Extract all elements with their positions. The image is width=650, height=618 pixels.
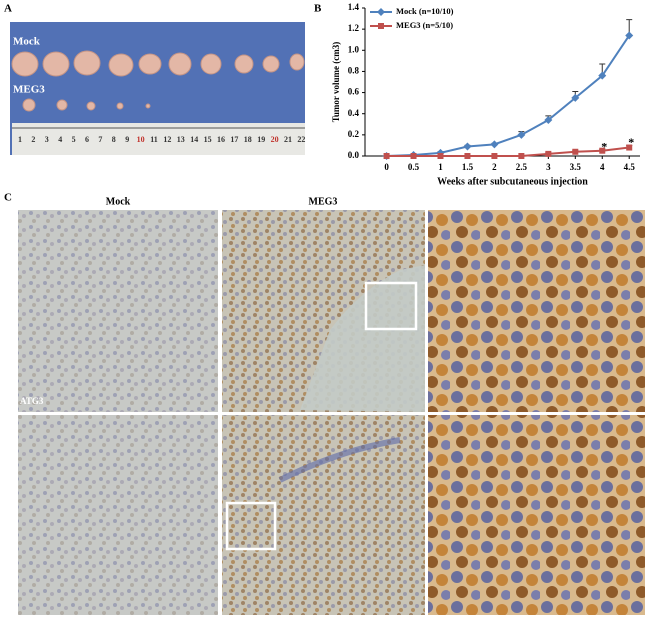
marker (544, 116, 553, 125)
ruler-number: 9 (125, 135, 129, 144)
marker (410, 153, 417, 159)
marker (598, 71, 607, 80)
ruler-number: 10 (137, 135, 145, 144)
series-line (386, 146, 630, 157)
x-tick-label: 0 (384, 162, 389, 172)
x-tick-label: 2.5 (516, 162, 528, 172)
ruler-number: 14 (190, 135, 198, 144)
x-tick-label: 2 (492, 162, 497, 172)
ruler-number: 20 (271, 135, 279, 144)
row-label: ATG3 (20, 396, 44, 406)
ruler-number: 13 (177, 135, 185, 144)
marker (599, 147, 606, 154)
x-axis-label: Weeks after subcutaneous injection (437, 176, 588, 187)
ruler-number: 6 (85, 135, 89, 144)
y-axis-label: Tumor volume (cm3) (331, 42, 341, 123)
ruler-number: 1 (18, 135, 22, 144)
column-header: Mock (106, 196, 131, 207)
y-tick-label: 1.2 (348, 23, 360, 33)
legend-label: Mock (n=10/10) (396, 6, 454, 16)
y-tick-label: 0.0 (348, 150, 360, 160)
ruler-number: 16 (217, 135, 225, 144)
y-tick-label: 0.4 (348, 108, 360, 118)
panel-label: C (4, 192, 12, 204)
ruler-number: 12 (163, 135, 171, 144)
marker (545, 150, 552, 157)
marker (571, 93, 580, 102)
ruler-number: 11 (150, 135, 158, 144)
photo-label: MEG3 (13, 84, 45, 96)
marker (517, 130, 526, 139)
y-tick-label: 1.0 (348, 44, 360, 54)
x-tick-label: 0.5 (408, 162, 420, 172)
panel-label: B (314, 3, 322, 15)
y-tick-label: 0.6 (348, 87, 360, 97)
x-tick-label: 1 (438, 162, 443, 172)
marker (378, 23, 384, 29)
marker (572, 148, 579, 155)
ruler-number: 5 (72, 135, 76, 144)
x-tick-label: 4 (600, 162, 605, 172)
ruler-number: 19 (257, 135, 265, 144)
x-tick-label: 3.5 (570, 162, 582, 172)
ruler-number: 15 (204, 135, 212, 144)
x-tick-label: 3 (546, 162, 551, 172)
marker (518, 153, 525, 159)
photo-label: Mock (13, 36, 41, 48)
x-tick-label: 1.5 (462, 162, 474, 172)
marker (491, 153, 498, 159)
ruler-number: 17 (230, 135, 238, 144)
column-header: MEG3 (309, 196, 338, 207)
y-tick-label: 0.8 (348, 65, 360, 75)
legend-label: MEG3 (n=5/10) (396, 20, 453, 30)
marker (463, 142, 472, 151)
ruler-number: 4 (58, 135, 62, 144)
marker (626, 144, 633, 151)
histology (18, 210, 645, 615)
significance: * (601, 139, 607, 153)
marker (464, 153, 471, 159)
marker (377, 8, 385, 16)
ruler-number: 3 (45, 135, 49, 144)
marker (383, 153, 390, 159)
significance: * (628, 135, 634, 149)
ruler-number: 2 (31, 135, 35, 144)
marker (625, 31, 634, 40)
series-line (386, 34, 631, 157)
y-tick-label: 0.2 (348, 129, 360, 139)
tumor-photo (10, 22, 305, 155)
ruler-number: 8 (112, 135, 116, 144)
ruler-number: 22 (297, 135, 305, 144)
ruler-number: 18 (244, 135, 252, 144)
ruler-number: 21 (284, 135, 292, 144)
marker (437, 153, 444, 159)
x-tick-label: 4.5 (624, 162, 636, 172)
ruler-number: 7 (98, 135, 102, 144)
y-tick-label: 1.4 (348, 2, 360, 12)
panel-label: A (4, 3, 12, 15)
marker (490, 140, 499, 149)
